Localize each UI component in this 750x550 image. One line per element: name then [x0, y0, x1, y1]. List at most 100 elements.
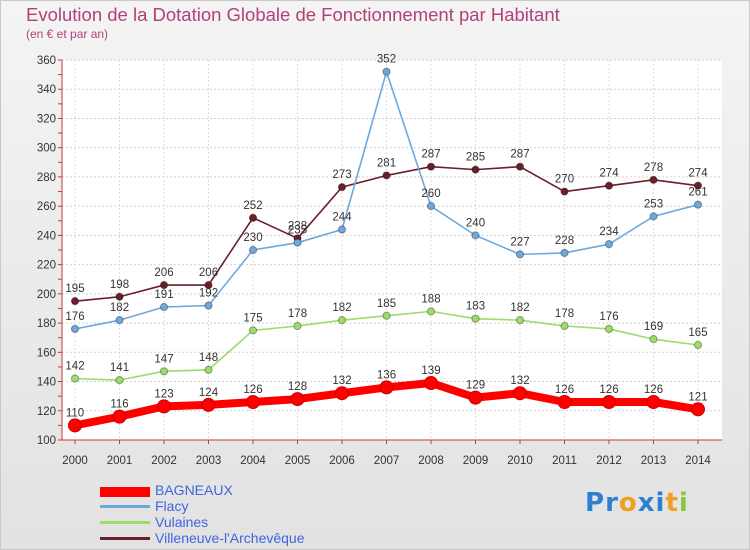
y-tick-label: 100 [37, 435, 56, 447]
y-tick-label: 240 [37, 230, 56, 242]
y-tick-label: 120 [37, 406, 56, 418]
data-label-flacy: 235 [288, 225, 307, 237]
data-point-flacy [515, 250, 525, 259]
data-point-villeneuve-l-archev-que [159, 280, 169, 290]
data-point-bagneaux [646, 395, 661, 409]
plot-area [62, 60, 722, 440]
x-tick-label: 2007 [374, 455, 400, 467]
data-label-villeneuve-l-archev-que: 198 [110, 279, 129, 291]
legend-label-flacy: Flacy [155, 498, 189, 514]
x-tick-label: 2010 [507, 455, 533, 467]
data-label-bagneaux: 126 [599, 384, 618, 396]
data-label-vulaines: 178 [288, 308, 307, 320]
y-tick-label: 340 [37, 84, 56, 96]
data-point-bagneaux [201, 397, 216, 412]
data-label-flacy: 228 [555, 235, 574, 247]
logo-letter: P [585, 488, 606, 518]
data-label-flacy: 227 [510, 236, 529, 248]
logo-letter: x [637, 488, 656, 518]
y-tick-label: 140 [37, 377, 56, 389]
data-label-flacy: 234 [599, 226, 619, 238]
legend-label-villeneuve: Villeneuve-l'Archevêque [155, 530, 305, 546]
data-label-villeneuve-l-archev-que: 285 [466, 152, 485, 164]
proxiti-logo: Proxiti [585, 488, 689, 518]
legend-swatch-vulaines [100, 521, 150, 524]
data-label-bagneaux: 126 [555, 384, 574, 396]
logo-letter: o [618, 488, 638, 518]
data-point-villeneuve-l-archev-que [115, 292, 124, 301]
data-label-villeneuve-l-archev-que: 287 [510, 149, 529, 161]
data-label-bagneaux: 132 [510, 375, 529, 387]
data-point-flacy [293, 238, 302, 247]
data-point-bagneaux [468, 390, 483, 405]
logo-letter: i [678, 488, 689, 518]
data-label-vulaines: 188 [421, 293, 440, 305]
x-tick-label: 2004 [240, 455, 266, 467]
data-label-villeneuve-l-archev-que: 195 [65, 283, 84, 295]
data-point-flacy [115, 316, 124, 325]
data-label-vulaines: 178 [555, 308, 574, 320]
data-label-flacy: 261 [688, 187, 707, 199]
data-label-bagneaux: 132 [332, 375, 351, 387]
data-label-flacy: 352 [377, 54, 396, 66]
data-label-vulaines: 147 [154, 353, 173, 365]
data-point-villeneuve-l-archev-que [604, 181, 614, 190]
data-point-villeneuve-l-archev-que [560, 187, 569, 196]
data-point-bagneaux [157, 399, 171, 414]
y-tick-label: 180 [37, 318, 56, 330]
data-label-bagneaux: 126 [644, 384, 663, 396]
data-label-vulaines: 142 [65, 361, 84, 373]
data-label-villeneuve-l-archev-que: 281 [377, 157, 396, 169]
data-point-vulaines [337, 316, 347, 325]
data-point-villeneuve-l-archev-que [248, 213, 258, 222]
x-tick-label: 2003 [196, 455, 222, 467]
data-point-flacy [426, 202, 436, 211]
data-label-vulaines: 183 [466, 301, 485, 313]
data-point-flacy [471, 231, 480, 240]
data-point-villeneuve-l-archev-que [70, 297, 80, 306]
data-point-flacy [560, 248, 569, 258]
data-point-flacy [337, 225, 347, 234]
data-point-bagneaux [691, 402, 705, 417]
data-label-vulaines: 169 [644, 321, 663, 333]
data-label-flacy: 253 [644, 198, 663, 210]
y-tick-label: 320 [37, 113, 56, 125]
data-point-bagneaux [68, 418, 82, 433]
y-tick-label: 220 [37, 260, 56, 272]
x-tick-label: 2011 [552, 455, 577, 467]
data-point-villeneuve-l-archev-que [693, 181, 703, 190]
x-tick-label: 2012 [596, 455, 622, 467]
x-tick-label: 2002 [151, 455, 177, 467]
data-point-villeneuve-l-archev-que [204, 280, 213, 290]
data-label-bagneaux: 121 [688, 391, 707, 403]
data-label-flacy: 230 [243, 232, 262, 244]
data-label-bagneaux: 139 [421, 365, 440, 377]
data-point-flacy [649, 212, 658, 221]
y-tick-labels: 100 120 140 160 180 200 220 240 260 280 300 320 340 3… [37, 55, 56, 447]
data-point-villeneuve-l-archev-que [426, 162, 436, 171]
data-label-bagneaux: 116 [110, 399, 128, 411]
data-label-villeneuve-l-archev-que: 206 [154, 267, 173, 279]
chart-title: Evolution de la Dotation Globale de Fonc… [26, 4, 560, 25]
data-label-villeneuve-l-archev-que: 206 [199, 267, 218, 279]
data-point-vulaines [70, 374, 80, 383]
data-label-flacy: 192 [199, 288, 218, 300]
data-label-flacy: 191 [154, 289, 173, 301]
data-labels: 110 116 123 124 126 128 132 136 139 129 132 126 126 1… [65, 54, 708, 420]
data-point-villeneuve-l-archev-que [382, 171, 391, 180]
data-point-vulaines [159, 367, 169, 376]
y-tick-label: 200 [37, 289, 56, 301]
legend-swatch-villeneuve [100, 537, 150, 540]
data-point-villeneuve-l-archev-que [471, 165, 480, 174]
x-tick-label: 2008 [418, 455, 444, 467]
data-point-bagneaux [335, 386, 349, 401]
x-tick-label: 2001 [107, 455, 133, 467]
logo-letter: t [665, 488, 679, 518]
data-point-flacy [248, 245, 258, 255]
data-label-bagneaux: 126 [243, 384, 262, 396]
series-layer [68, 67, 705, 433]
data-point-vulaines [471, 314, 480, 323]
data-label-flacy: 176 [65, 311, 84, 323]
data-point-vulaines [204, 365, 213, 374]
